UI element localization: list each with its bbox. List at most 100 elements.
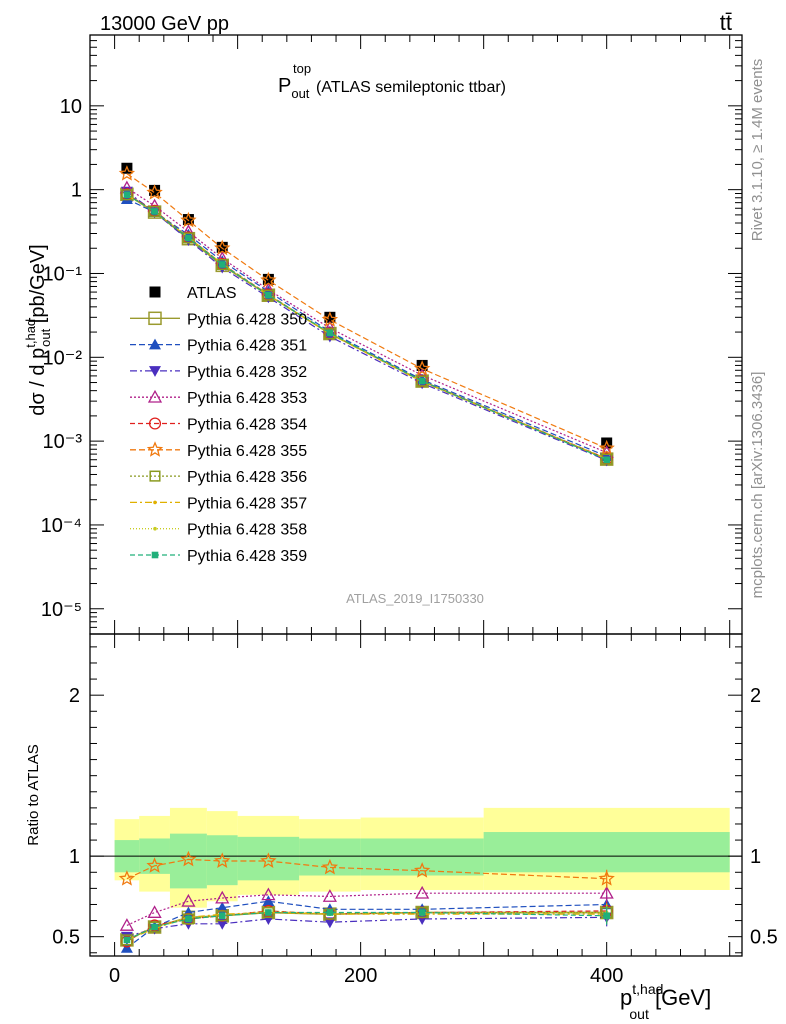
ratio-data-point xyxy=(323,917,336,929)
main-series-line xyxy=(126,194,607,460)
main-y-tick-label: 10⁻³ xyxy=(43,431,83,453)
ratio-y-tick-label: 0.5 xyxy=(52,927,80,949)
main-data-point xyxy=(214,239,231,256)
ratio-data-point xyxy=(261,887,276,901)
x-tick-label: 200 xyxy=(344,965,377,987)
main-data-point xyxy=(121,189,133,201)
main-title: Pout xyxy=(278,75,310,101)
main-data-point xyxy=(603,456,610,464)
main-data-point xyxy=(185,234,192,242)
legend: ATLAS Pythia 6.428 350 Pythia 6.428 351 Pyt… xyxy=(130,285,307,565)
legend-marker xyxy=(153,526,157,531)
main-data-point xyxy=(182,214,194,226)
ratio-data-point xyxy=(262,895,275,907)
rivet-label: Rivet 3.1.10, ≥ 1.4M events xyxy=(749,59,766,242)
ratio-data-point xyxy=(321,858,339,875)
main-data-point xyxy=(118,165,136,181)
main-series-line xyxy=(126,194,607,461)
ratio-series-3 xyxy=(119,884,614,931)
ratio-data-point xyxy=(415,885,430,899)
main-data-point xyxy=(265,291,272,299)
ratio-data-point xyxy=(260,852,277,868)
ratio-series-8 xyxy=(125,903,609,942)
legend-label: Pythia 6.428 353 xyxy=(187,390,307,407)
legend-item-1: Pythia 6.428 350 xyxy=(130,311,307,328)
legend-item-8: Pythia 6.428 357 xyxy=(130,495,307,512)
ratio-band-inner xyxy=(206,835,238,886)
main-y-tick-label: 10⁻¹ xyxy=(43,263,83,285)
ratio-y-tick-label-right: 2 xyxy=(750,685,761,707)
ratio-series-line xyxy=(126,910,607,943)
legend-label: Pythia 6.428 350 xyxy=(187,311,307,328)
legend-label: Pythia 6.428 357 xyxy=(187,495,307,512)
main-title-symbol: P xyxy=(278,75,291,97)
legend-item-6: Pythia 6.428 355 xyxy=(130,441,307,460)
ratio-series-line xyxy=(126,911,607,941)
main-data-point xyxy=(324,311,336,323)
ratio-band-inner xyxy=(360,838,484,876)
ratio-uncertainty-bands xyxy=(90,807,742,908)
header-left: 13000 GeV pp xyxy=(100,13,229,35)
main-data-point xyxy=(218,261,226,268)
main-data-point xyxy=(120,193,133,204)
legend-item-5: Pythia 6.428 354 xyxy=(130,417,307,434)
legend-marker xyxy=(149,338,161,350)
x-tick-label: 0 xyxy=(109,965,120,987)
ratio-data-point xyxy=(123,936,131,944)
legend-marker xyxy=(146,441,164,457)
ratio-series-line xyxy=(126,900,607,949)
x-axis-label-sup: t,had xyxy=(632,981,663,997)
main-y-tick-label: 10 xyxy=(60,96,82,118)
x-axis-label-sub: out xyxy=(629,1006,649,1022)
main-series-line xyxy=(126,191,607,461)
main-series-line xyxy=(126,173,607,449)
main-data-point xyxy=(123,191,131,199)
main-ylabel-sub: out xyxy=(38,328,53,346)
ratio-y-tick-label: 1 xyxy=(69,846,80,868)
ratio-series-0 xyxy=(120,903,614,947)
ratio-series-7 xyxy=(125,905,609,942)
ratio-data-point xyxy=(185,915,192,923)
ratio-series-line xyxy=(126,916,607,938)
main-ylabel-post: [pb/GeV] xyxy=(27,244,49,329)
ratio-y-tick-label-right: 1 xyxy=(750,846,761,868)
main-y-tick-label: 10⁻⁵ xyxy=(41,599,82,621)
main-axes: 10 1 10⁻¹ 10⁻² 10⁻³ 10⁻⁴ 10⁻⁵ xyxy=(41,34,742,634)
main-data-point xyxy=(146,184,163,200)
ratio-series-9 xyxy=(123,906,610,944)
ratio-data-point xyxy=(413,862,431,878)
main-data-point xyxy=(324,328,336,340)
legend-label: Pythia 6.428 355 xyxy=(187,443,307,460)
legend-marker xyxy=(149,286,161,298)
x-axis-label: pt,had out [GeV] xyxy=(620,981,711,1022)
legend-marker xyxy=(153,500,157,505)
x-axis-label-post: [GeV] xyxy=(649,985,711,1010)
legend-marker xyxy=(149,366,161,377)
ratio-series-4 xyxy=(120,901,613,948)
legend-marker xyxy=(151,551,159,559)
main-data-point xyxy=(413,360,431,376)
main-data-point xyxy=(418,377,426,385)
main-ylabel-pre: dσ / d p xyxy=(27,348,49,416)
ratio-series-line xyxy=(126,892,607,926)
ratio-data-point xyxy=(181,893,196,907)
main-data-point xyxy=(151,208,158,215)
ratio-data-point xyxy=(265,909,272,916)
ratio-data-point xyxy=(151,923,158,931)
main-y-tick-label: 10⁻⁴ xyxy=(41,515,82,537)
ratio-y-tick-label: 2 xyxy=(69,685,80,707)
main-data-point xyxy=(601,453,613,465)
main-title-rest: (ATLAS semileptonic ttbar) xyxy=(316,79,506,96)
main-data-point xyxy=(149,205,161,217)
legend-label: Pythia 6.428 359 xyxy=(187,548,307,565)
main-ylabel: dσ / d pt,hadout [pb/GeV] xyxy=(23,244,53,415)
main-data-point xyxy=(326,329,334,337)
main-frame xyxy=(89,34,743,635)
main-data-point xyxy=(149,184,161,196)
ratio-data-point xyxy=(216,901,229,913)
main-plot-area xyxy=(118,162,615,467)
ratio-band-inner xyxy=(299,838,361,876)
legend-label: ATLAS xyxy=(187,285,237,302)
ratio-data-point xyxy=(119,918,135,931)
